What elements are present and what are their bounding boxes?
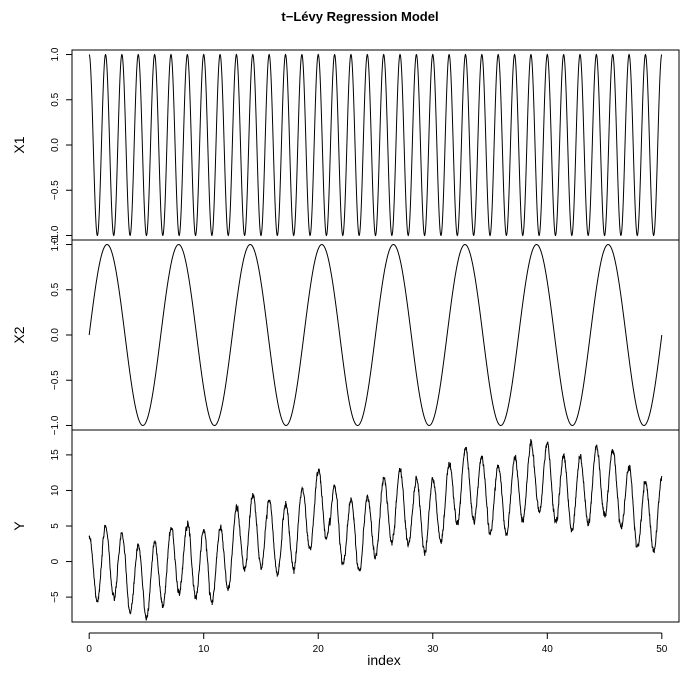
panel-y-ytick-label: 10 (50, 484, 61, 496)
panel-x1-ytick-label: −1.0 (50, 225, 61, 245)
panel-x2-series-line (88, 244, 663, 426)
panel-x1-yticks: −1.0 −0.5 0.0 0.5 1.0 (50, 47, 72, 245)
panel-x2-ylabel: X2 (11, 326, 27, 343)
panel-y-yticks: −5 0 5 10 15 (50, 449, 72, 603)
panel-x1-ytick-label: 0.0 (50, 138, 61, 152)
x-axis: 0 10 20 30 40 50 (86, 632, 668, 655)
x-tick-label: 0 (86, 644, 92, 655)
panel-x1-ytick-label: 0.5 (50, 92, 61, 106)
panel-x2-ytick-label: −0.5 (50, 370, 61, 390)
panel-x2-ytick-label: −1.0 (50, 415, 61, 435)
panel-x2: X2 −1.0 −0.5 0.0 0.5 1.0 (11, 237, 680, 435)
panel-x1-ylabel: X1 (11, 136, 27, 153)
panel-x1-series-line (88, 53, 663, 237)
panel-y-ytick-label: 15 (50, 449, 61, 461)
panel-x1-ytick-label: 1.0 (50, 47, 61, 61)
panel-y-ytick-label: −5 (50, 591, 61, 603)
panel-x1: X1 −1.0 −0.5 0.0 0.5 1.0 (11, 47, 680, 245)
panel-x1-frame (71, 49, 680, 241)
panel-x2-ytick-label: 1.0 (50, 237, 61, 251)
panel-x2-ytick-label: 0.5 (50, 282, 61, 296)
panel-y: Y −5 0 5 10 15 (11, 429, 680, 623)
x-tick-label: 50 (656, 644, 668, 655)
x-tick-label: 10 (198, 644, 210, 655)
x-tick-label: 20 (313, 644, 325, 655)
panel-y-ytick-label: 0 (50, 558, 61, 564)
panel-x1-ytick-label: −0.5 (50, 180, 61, 200)
x-tick-label: 30 (427, 644, 439, 655)
chart-title: t−Lévy Regression Model (281, 9, 438, 24)
x-tick-label: 40 (542, 644, 554, 655)
panel-x2-ytick-label: 0.0 (50, 328, 61, 342)
panel-y-ytick-label: 5 (50, 523, 61, 529)
panel-y-series-line (88, 438, 663, 621)
panel-x2-yticks: −1.0 −0.5 0.0 0.5 1.0 (50, 237, 72, 435)
x-axis-label: index (367, 652, 400, 668)
panel-y-ylabel: Y (11, 521, 27, 531)
